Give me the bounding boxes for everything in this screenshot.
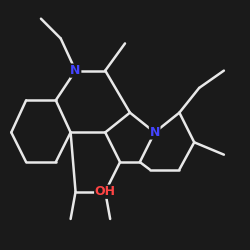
Text: OH: OH (95, 185, 116, 198)
Text: N: N (70, 64, 81, 77)
Text: N: N (150, 126, 160, 139)
